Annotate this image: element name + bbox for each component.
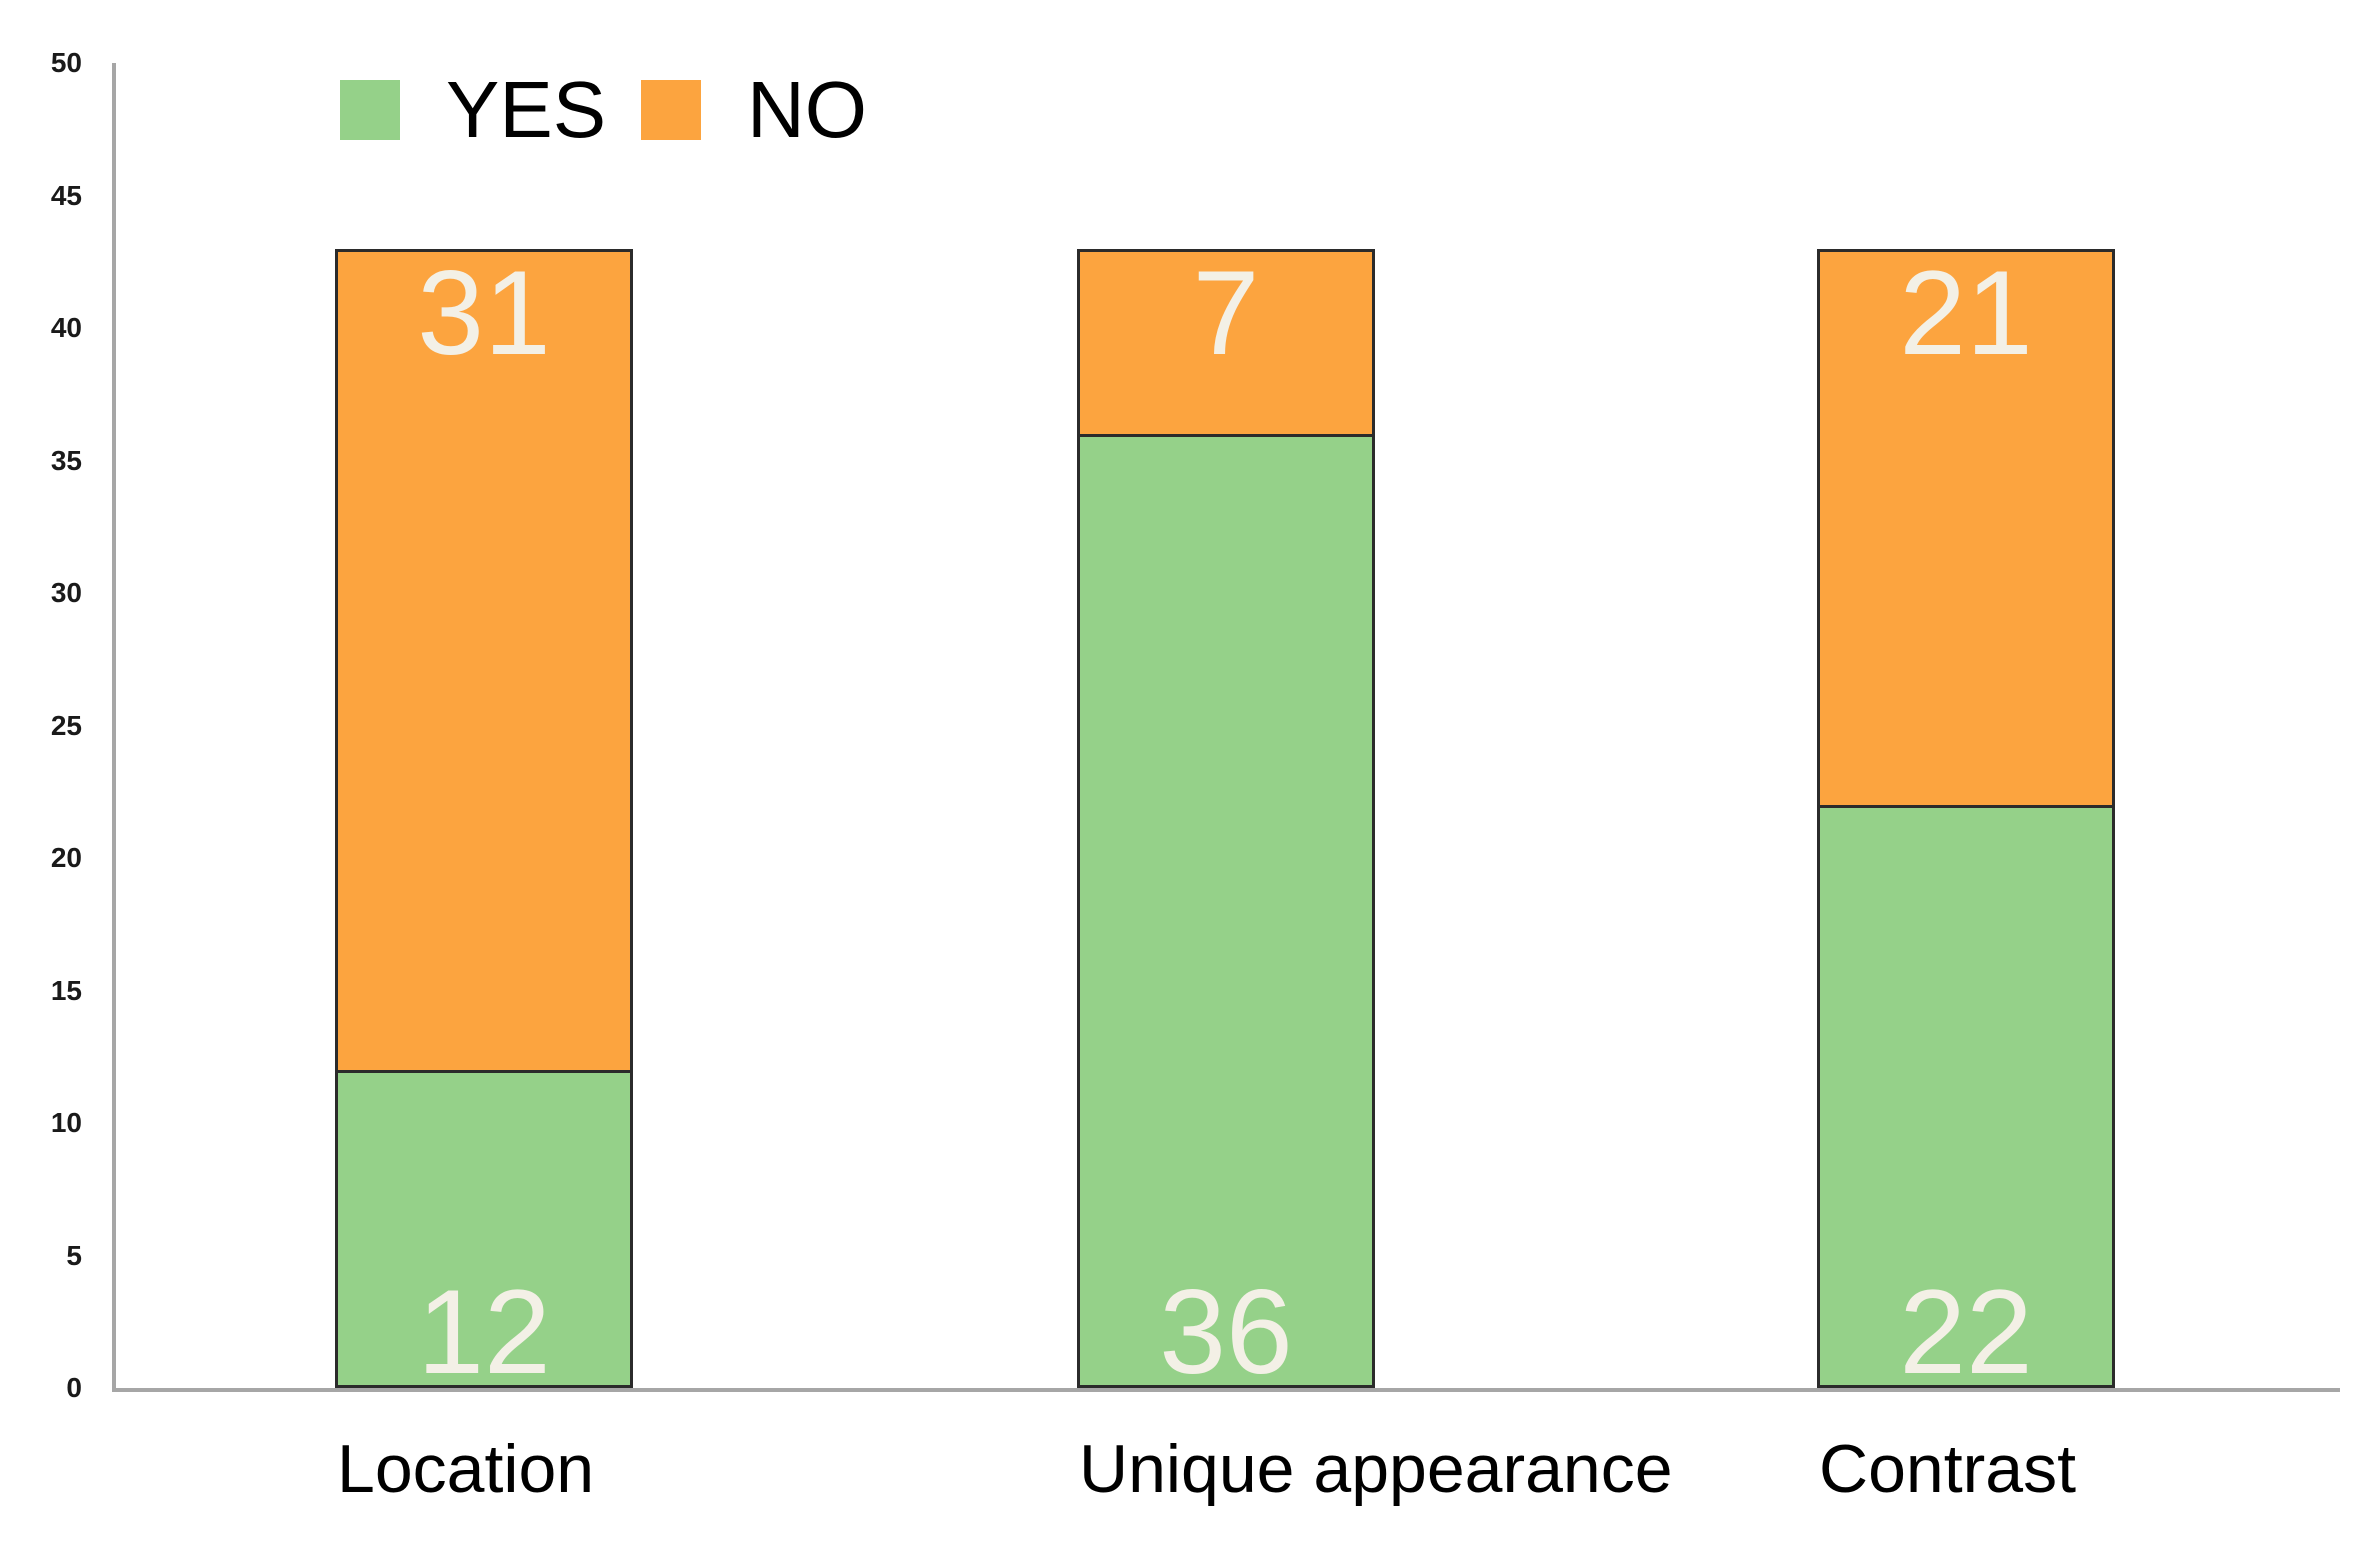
value-label-yes-unique-appearance: 36 <box>1159 1265 1293 1399</box>
value-label-no-location: 31 <box>417 245 551 380</box>
legend-label-no: NO <box>747 65 867 154</box>
y-tick-label-40: 40 <box>50 312 82 343</box>
legend-swatch-no-icon <box>641 80 701 140</box>
y-axis-line <box>112 63 116 1392</box>
bar-segment-no-unique-appearance <box>1077 248 1375 434</box>
category-label-unique-appearance: Unique appearance <box>1079 1431 1673 1507</box>
y-tick-label-35: 35 <box>50 444 82 476</box>
value-label-no-unique-appearance: 7 <box>1192 245 1260 380</box>
x-axis-line <box>112 1388 2340 1392</box>
bar-segment-yes-contrast <box>1817 805 2115 1388</box>
y-tick-label-20: 20 <box>50 842 82 873</box>
value-label-no-contrast: 21 <box>1899 245 2033 380</box>
value-label-yes-location: 12 <box>417 1265 551 1399</box>
bar-segment-no-contrast <box>1817 248 2115 805</box>
y-tick-label-50: 50 <box>50 47 82 78</box>
y-tick-label-15: 15 <box>50 974 82 1006</box>
y-tick-label-0: 0 <box>66 1372 82 1403</box>
legend-swatch-yes-icon <box>340 80 400 140</box>
bar-segment-yes-location <box>335 1070 633 1388</box>
y-tick-label-30: 30 <box>50 577 82 608</box>
y-tick-label-5: 5 <box>66 1239 82 1271</box>
category-label-location: Location <box>337 1431 595 1507</box>
legend-item-no: NO <box>641 70 867 150</box>
y-tick-label-25: 25 <box>50 709 82 741</box>
value-label-yes-contrast: 22 <box>1899 1265 2033 1399</box>
category-label-contrast: Contrast <box>1819 1431 2076 1507</box>
bar-segment-no-location <box>335 248 633 1070</box>
legend-label-yes: YES <box>446 65 607 154</box>
y-tick-label-45: 45 <box>50 179 82 211</box>
bar-segment-yes-unique-appearance <box>1077 434 1375 1388</box>
y-tick-label-10: 10 <box>50 1107 82 1138</box>
legend-item-yes: YES <box>340 70 606 150</box>
